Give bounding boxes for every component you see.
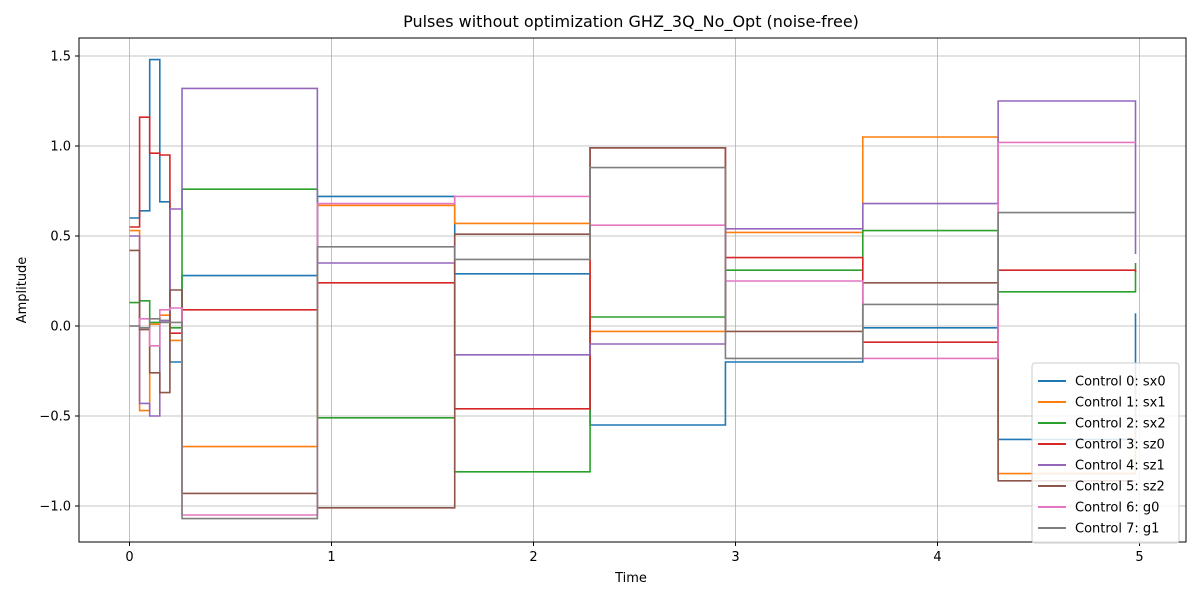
- chart-title: Pulses without optimization GHZ_3Q_No_Op…: [403, 12, 859, 32]
- legend-entry-label: Control 5: sz2: [1075, 480, 1165, 495]
- y-axis-label: Amplitude: [15, 257, 30, 324]
- y-tick-label: 0.0: [50, 320, 71, 335]
- legend-entry-label: Control 4: sz1: [1075, 459, 1165, 474]
- y-tick-label: 1.5: [50, 50, 71, 65]
- legend-entry-label: Control 0: sx0: [1075, 375, 1166, 390]
- legend-entry-label: Control 3: sz0: [1075, 438, 1165, 453]
- series-line-control-1-sx1: [129, 136, 1137, 475]
- legend-box: [1031, 362, 1180, 544]
- x-axis: 0 1 2 3 4 5: [125, 542, 1144, 565]
- legend-entry-label: Control 6: g0: [1075, 501, 1159, 516]
- x-tick-label: 4: [933, 550, 941, 565]
- plot-frame: [78, 37, 1187, 543]
- x-tick-label: 2: [529, 550, 537, 565]
- legend-entry-label: Control 7: g1: [1075, 522, 1159, 537]
- series-layer: [129, 58, 1137, 520]
- y-tick-label: 1.0: [50, 140, 71, 155]
- series-line-control-3-sz0: [129, 116, 1137, 410]
- x-tick-label: 5: [1135, 550, 1143, 565]
- grid-lines: [79, 38, 1186, 542]
- series-line-control-6-g0: [129, 141, 1136, 516]
- series-line-control-0-sx0: [129, 58, 1137, 441]
- y-tick-label: 0.5: [50, 230, 71, 245]
- y-axis: −1.0 −0.5 0.0 0.5 1.0 1.5: [39, 50, 79, 515]
- x-tick-label: 1: [327, 550, 335, 565]
- legend: Control 0: sx0 Control 1: sx1 Control 2: s…: [1031, 362, 1180, 544]
- y-tick-label: −0.5: [39, 410, 71, 425]
- series-line-control-2-sx2: [129, 188, 1137, 473]
- x-tick-label: 0: [125, 550, 133, 565]
- x-tick-label: 3: [731, 550, 739, 565]
- legend-entry-label: Control 1: sx1: [1075, 396, 1166, 411]
- x-axis-label: Time: [614, 571, 647, 586]
- series-line-control-7-g1: [129, 166, 1136, 520]
- y-tick-label: −1.0: [39, 500, 71, 515]
- legend-entry-label: Control 2: sx2: [1075, 417, 1166, 432]
